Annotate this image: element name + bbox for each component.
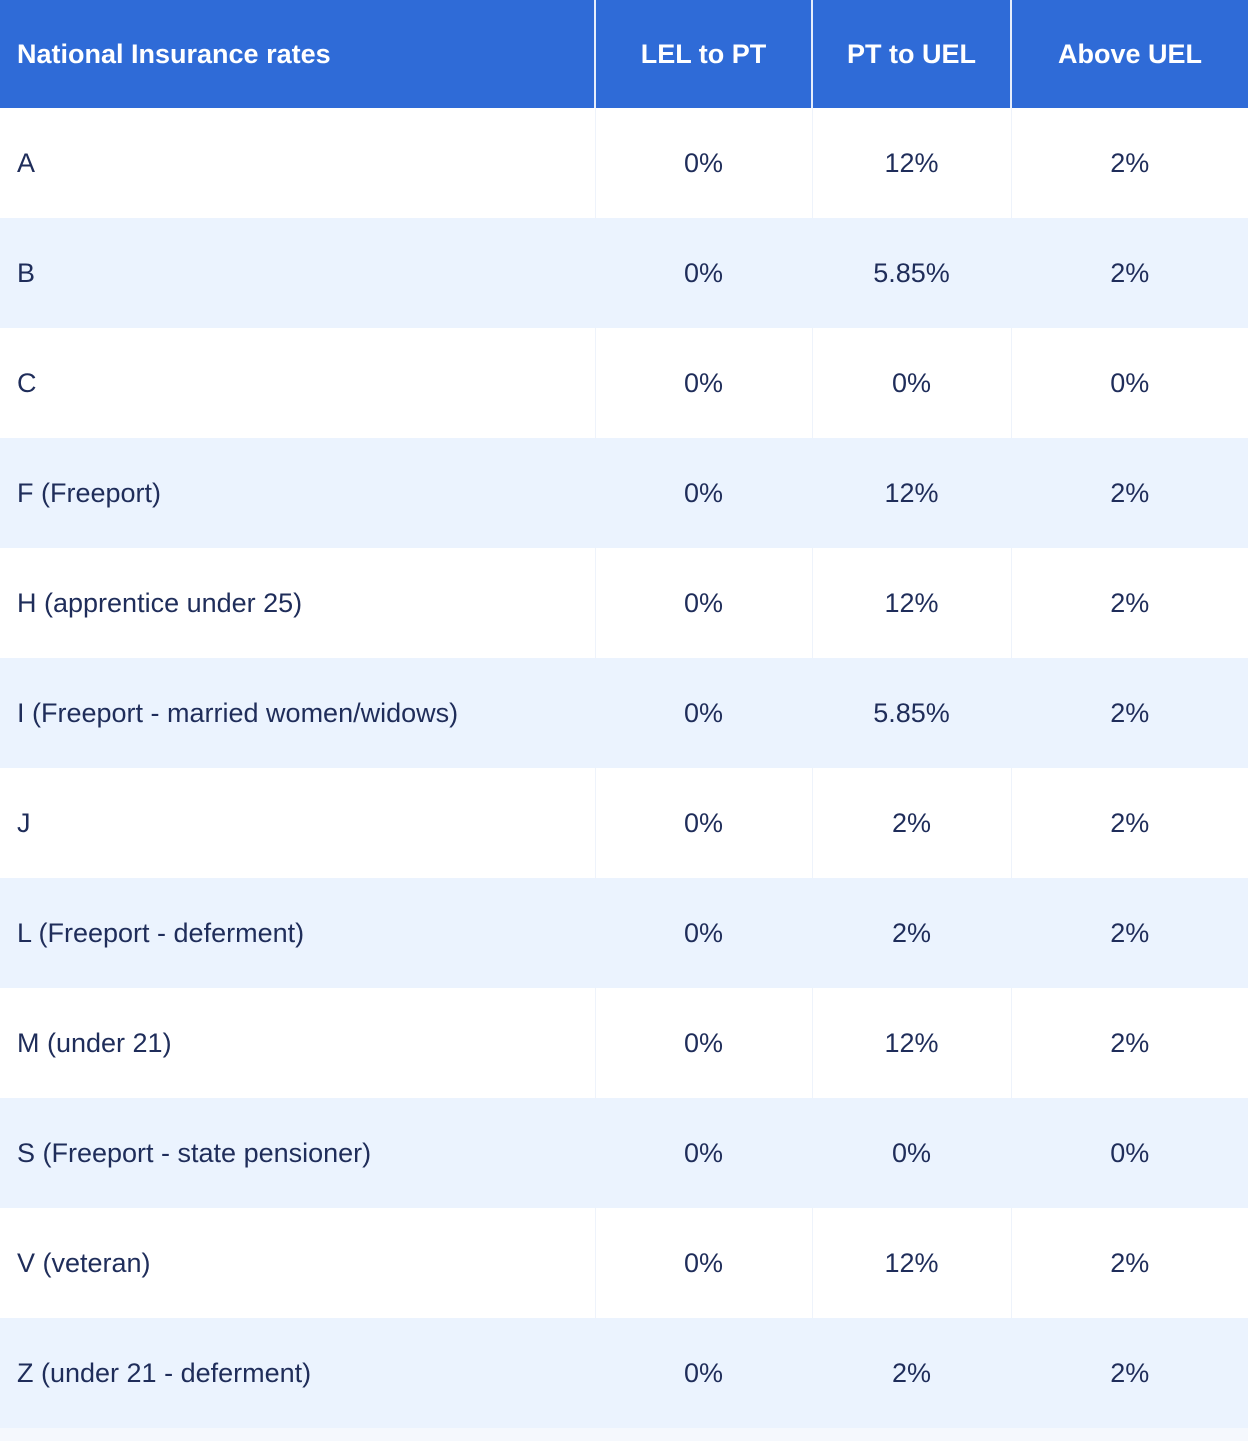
category-cell: L (Freeport - deferment)	[0, 878, 596, 988]
pt-to-uel-cell: 5.85%	[812, 658, 1012, 768]
pt-to-uel-cell: 12%	[812, 1208, 1012, 1318]
lel-to-pt-cell: 0%	[595, 108, 813, 218]
above-uel-cell: 2%	[1011, 658, 1248, 768]
above-uel-cell: 2%	[1011, 878, 1248, 988]
above-uel-cell: 2%	[1011, 108, 1248, 218]
category-cell: C	[0, 328, 596, 438]
header-above-uel: Above UEL	[1011, 0, 1248, 108]
above-uel-cell: 2%	[1011, 1208, 1248, 1318]
pt-to-uel-cell: 2%	[812, 878, 1012, 988]
category-cell: I (Freeport - married women/widows)	[0, 658, 596, 768]
above-uel-cell: 2%	[1011, 218, 1248, 328]
header-category: National Insurance rates	[0, 0, 596, 108]
table-header: National Insurance rates LEL to PT PT to…	[0, 0, 1248, 108]
lel-to-pt-cell: 0%	[595, 548, 813, 658]
table-row: Z (under 21 - deferment) 0% 2% 2%	[0, 1318, 1248, 1428]
lel-to-pt-cell: 0%	[595, 218, 813, 328]
header-row: National Insurance rates LEL to PT PT to…	[0, 0, 1248, 108]
category-cell: Z (under 21 - deferment)	[0, 1318, 596, 1428]
lel-to-pt-cell: 0%	[595, 438, 813, 548]
lel-to-pt-cell: 0%	[595, 328, 813, 438]
table-row: B 0% 5.85% 2%	[0, 218, 1248, 328]
table-row: V (veteran) 0% 12% 2%	[0, 1208, 1248, 1318]
pt-to-uel-cell: 2%	[812, 1318, 1012, 1428]
above-uel-cell: 2%	[1011, 988, 1248, 1098]
lel-to-pt-cell: 0%	[595, 768, 813, 878]
table-body: A 0% 12% 2% B 0% 5.85% 2% C 0% 0% 0% F (…	[0, 108, 1248, 1428]
pt-to-uel-cell: 12%	[812, 108, 1012, 218]
lel-to-pt-cell: 0%	[595, 1318, 813, 1428]
table-row: H (apprentice under 25) 0% 12% 2%	[0, 548, 1248, 658]
above-uel-cell: 2%	[1011, 1318, 1248, 1428]
lel-to-pt-cell: 0%	[595, 1098, 813, 1208]
above-uel-cell: 2%	[1011, 548, 1248, 658]
above-uel-cell: 2%	[1011, 768, 1248, 878]
table-row: M (under 21) 0% 12% 2%	[0, 988, 1248, 1098]
table-row: C 0% 0% 0%	[0, 328, 1248, 438]
above-uel-cell: 2%	[1011, 438, 1248, 548]
lel-to-pt-cell: 0%	[595, 878, 813, 988]
header-pt-to-uel: PT to UEL	[812, 0, 1012, 108]
lel-to-pt-cell: 0%	[595, 658, 813, 768]
pt-to-uel-cell: 12%	[812, 988, 1012, 1098]
category-cell: S (Freeport - state pensioner)	[0, 1098, 596, 1208]
category-cell: V (veteran)	[0, 1208, 596, 1318]
category-cell: F (Freeport)	[0, 438, 596, 548]
pt-to-uel-cell: 5.85%	[812, 218, 1012, 328]
lel-to-pt-cell: 0%	[595, 988, 813, 1098]
table-row: L (Freeport - deferment) 0% 2% 2%	[0, 878, 1248, 988]
table-row: S (Freeport - state pensioner) 0% 0% 0%	[0, 1098, 1248, 1208]
category-cell: M (under 21)	[0, 988, 596, 1098]
pt-to-uel-cell: 0%	[812, 328, 1012, 438]
category-cell: H (apprentice under 25)	[0, 548, 596, 658]
table-bottom-edge	[0, 1428, 1248, 1441]
pt-to-uel-cell: 2%	[812, 768, 1012, 878]
pt-to-uel-cell: 12%	[812, 548, 1012, 658]
above-uel-cell: 0%	[1011, 1098, 1248, 1208]
category-cell: A	[0, 108, 596, 218]
header-lel-to-pt: LEL to PT	[595, 0, 813, 108]
lel-to-pt-cell: 0%	[595, 1208, 813, 1318]
pt-to-uel-cell: 12%	[812, 438, 1012, 548]
table-row: I (Freeport - married women/widows) 0% 5…	[0, 658, 1248, 768]
category-cell: B	[0, 218, 596, 328]
table-row: F (Freeport) 0% 12% 2%	[0, 438, 1248, 548]
pt-to-uel-cell: 0%	[812, 1098, 1012, 1208]
table-row: A 0% 12% 2%	[0, 108, 1248, 218]
above-uel-cell: 0%	[1011, 328, 1248, 438]
table-row: J 0% 2% 2%	[0, 768, 1248, 878]
category-cell: J	[0, 768, 596, 878]
